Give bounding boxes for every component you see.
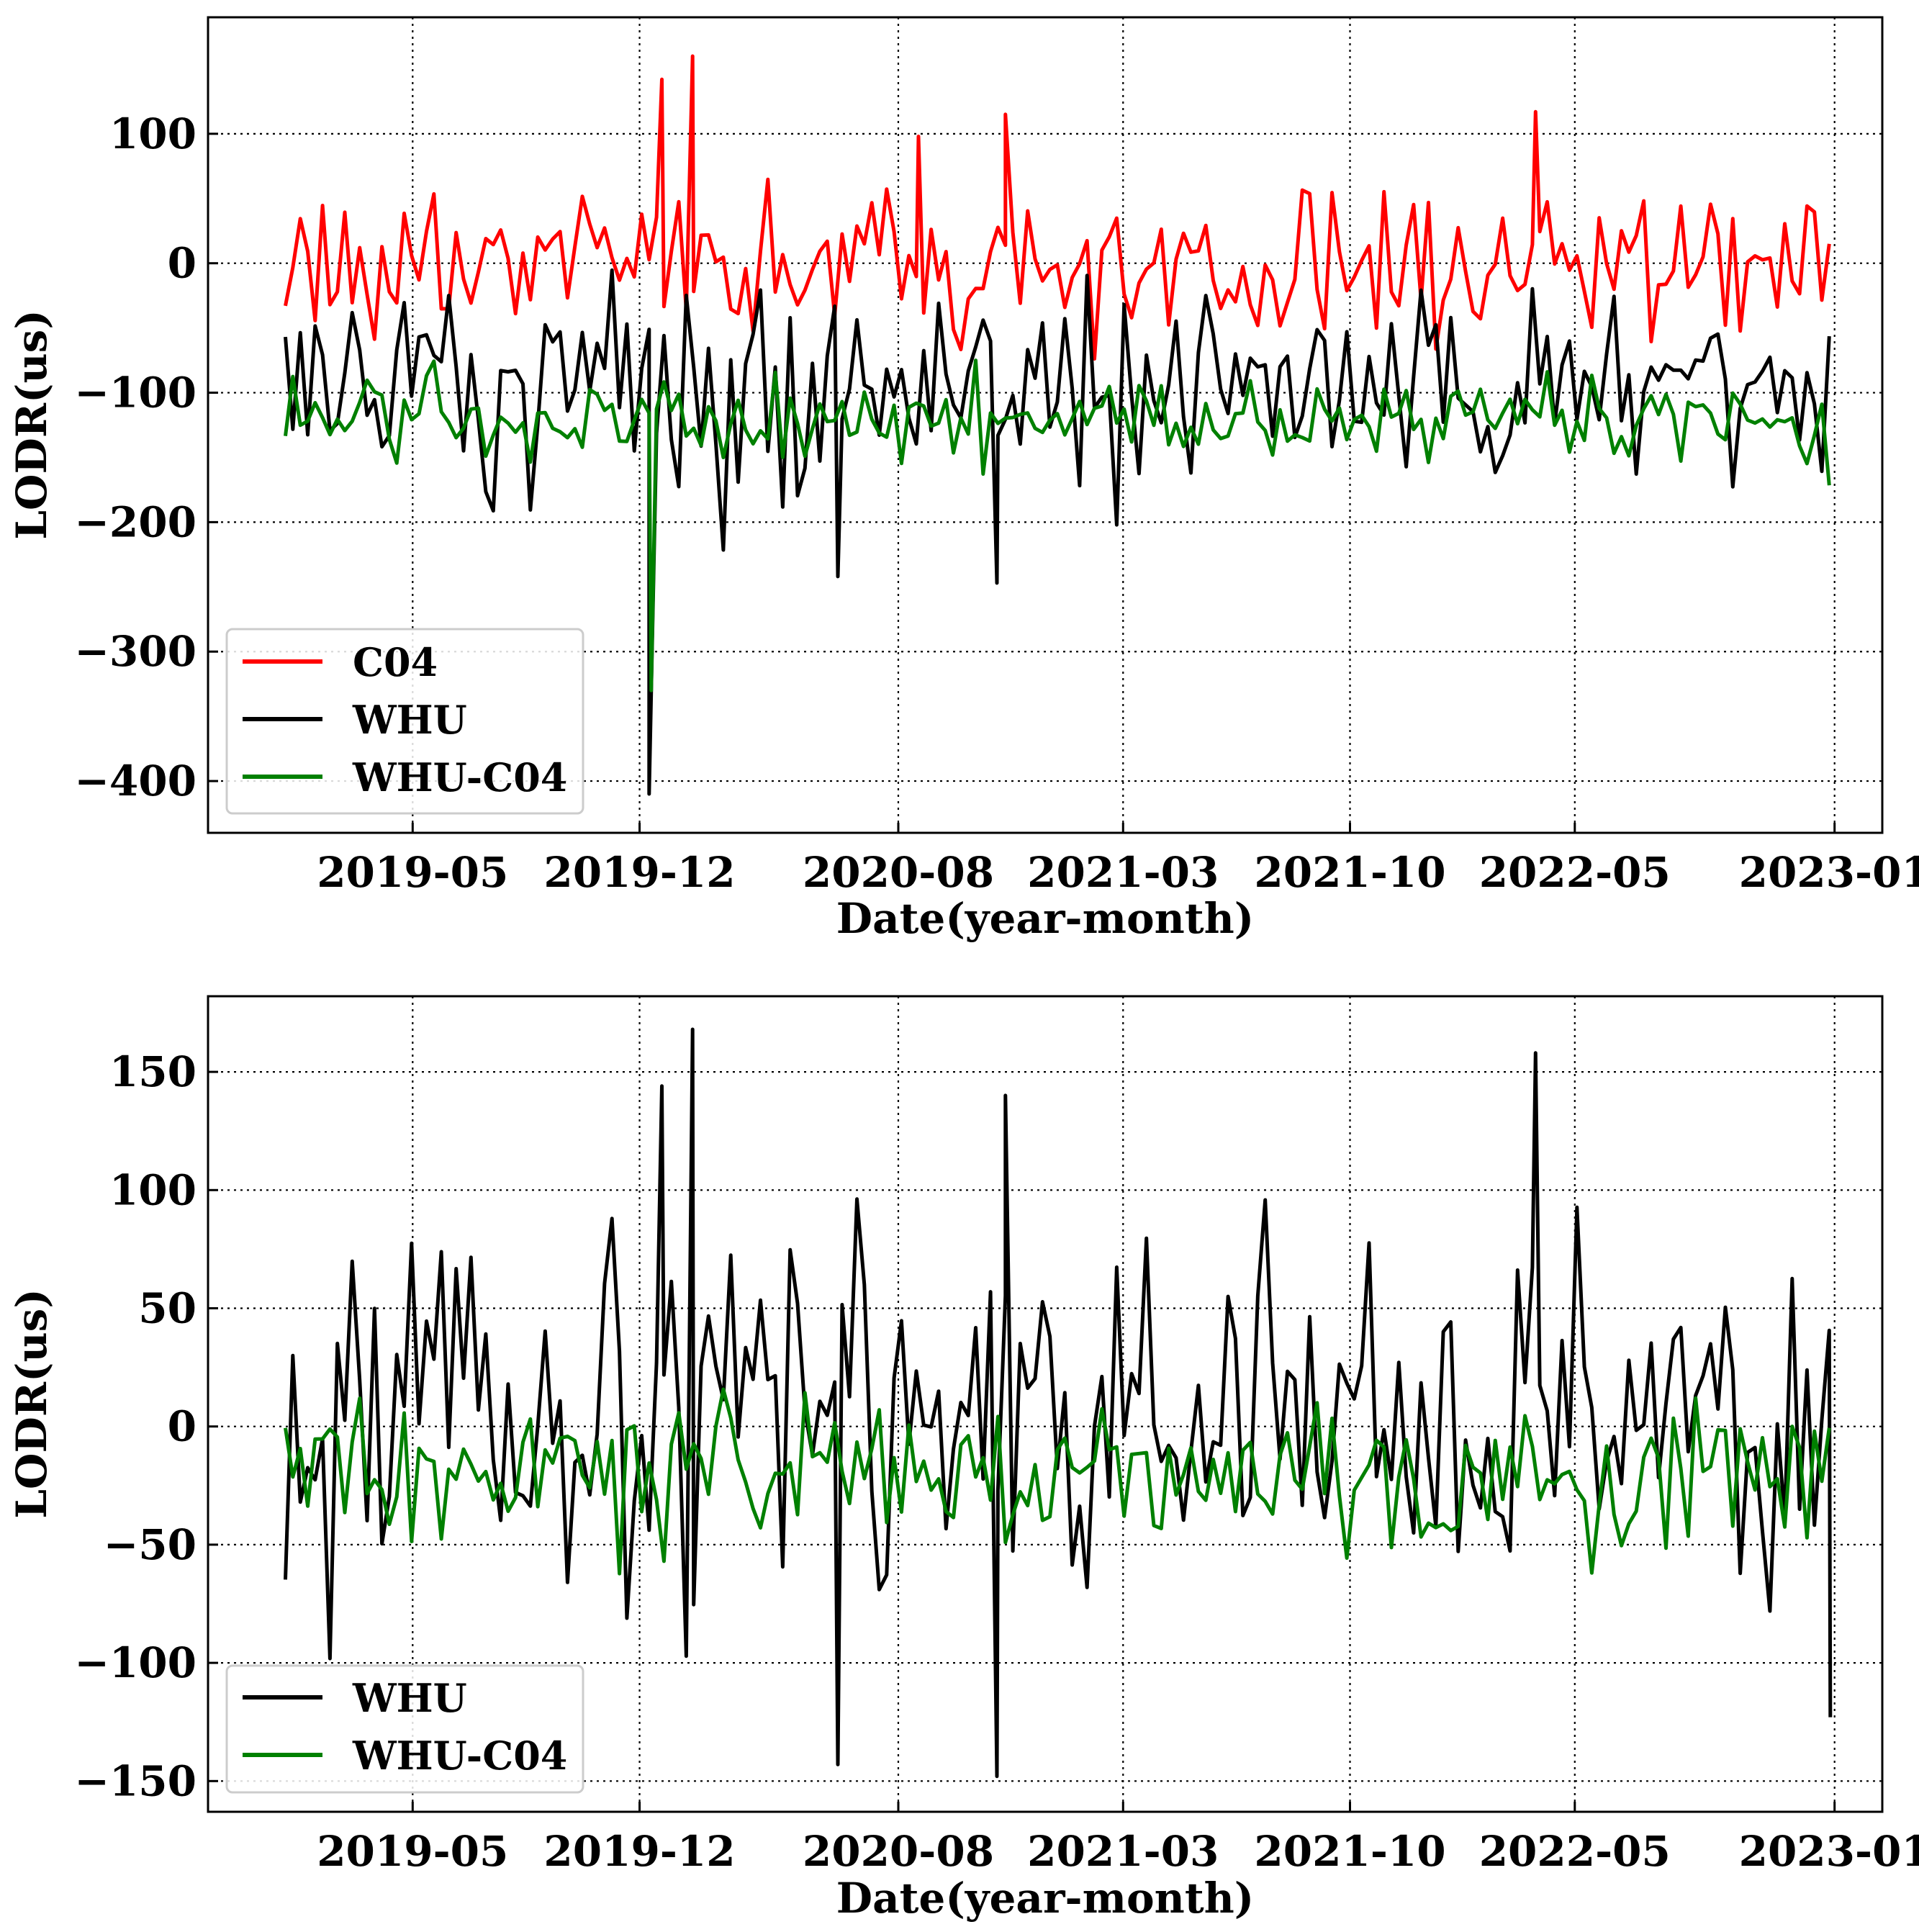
y-tick-label: 0 [168,239,197,288]
y-tick-label: 100 [109,109,197,158]
chart-top: 100 0 −100 −200 −300 −400 2019-05 2019-12 2020-… [7,16,1919,943]
x-tick-label: 2020-08 [803,848,994,897]
x-tick-label: 2020-08 [803,1827,994,1876]
legend-label-whu: WHU [352,697,467,743]
plot-frame-bottom [207,995,1884,1813]
xticklabels-top: 2019-05 2019-12 2020-08 2021-03 2021-10 2022-… [317,848,1919,897]
series-bottom [284,1027,1833,1779]
x-tick-label: 2021-10 [1254,1827,1445,1876]
legend-label-c04: C04 [353,639,438,685]
ticks-top [208,132,1836,833]
ticks-bottom [208,1070,1836,1812]
x-tick-label: 2023-01 [1739,848,1919,897]
x-tick-label: 2022-05 [1479,848,1671,897]
y-tick-label: −50 [104,1520,197,1569]
y-tick-label: −400 [74,757,197,805]
x-tick-label: 2023-01 [1739,1827,1919,1876]
chart-bottom: 150 100 50 0 −50 −100 −150 2019-05 2019-12 2020-… [7,995,1919,1923]
series-top [284,54,1831,796]
series-line-whu-c04 [284,358,1831,692]
y-tick-label: −300 [74,627,197,676]
y-tick-label: −100 [74,369,197,417]
y-tick-label: 50 [138,1283,197,1332]
legend-label-whu-c04-bottom: WHU-C04 [352,1733,567,1779]
y-tick-label: −150 [74,1756,197,1805]
legend-bottom: WHU WHU-C04 [225,1664,584,1794]
series-line-whu [284,1027,1833,1779]
x-tick-label: 2019-12 [543,1827,735,1876]
y-tick-label: 150 [109,1047,197,1096]
y-axis-label-top: LODR(us) [7,310,56,540]
x-tick-label: 2021-10 [1254,848,1445,897]
series-line-whu-c04 [284,1387,1831,1576]
legend-top: C04 WHU WHU-C04 [225,628,584,815]
x-tick-label: 2021-03 [1027,1827,1219,1876]
xticklabels-bottom: 2019-05 2019-12 2020-08 2021-03 2021-10 2022-… [317,1827,1919,1876]
series-line-c04 [284,54,1831,361]
legend-label-whu-bottom: WHU [352,1675,467,1721]
x-tick-label: 2019-05 [317,848,508,897]
series-line-whu [284,268,1831,796]
x-axis-label-top: Date(year-month) [836,894,1254,943]
legend-frame-top [225,628,584,815]
x-tick-label: 2021-03 [1027,848,1219,897]
x-axis-label-bottom: Date(year-month) [836,1874,1254,1923]
y-tick-label: −100 [74,1638,197,1687]
yticklabels-bottom: 150 100 50 0 −50 −100 −150 [74,1047,197,1805]
y-tick-label: 100 [109,1165,197,1214]
yticklabels-top: 100 0 −100 −200 −300 −400 [74,109,197,805]
x-tick-label: 2022-05 [1479,1827,1671,1876]
legend-label-whu-c04: WHU-C04 [352,754,567,800]
x-tick-label: 2019-12 [543,848,735,897]
plot-frame-top [207,16,1884,834]
y-tick-label: −200 [74,497,197,546]
y-axis-label-bottom: LODR(us) [7,1288,56,1519]
y-tick-label: 0 [168,1402,197,1451]
x-tick-label: 2019-05 [317,1827,508,1876]
